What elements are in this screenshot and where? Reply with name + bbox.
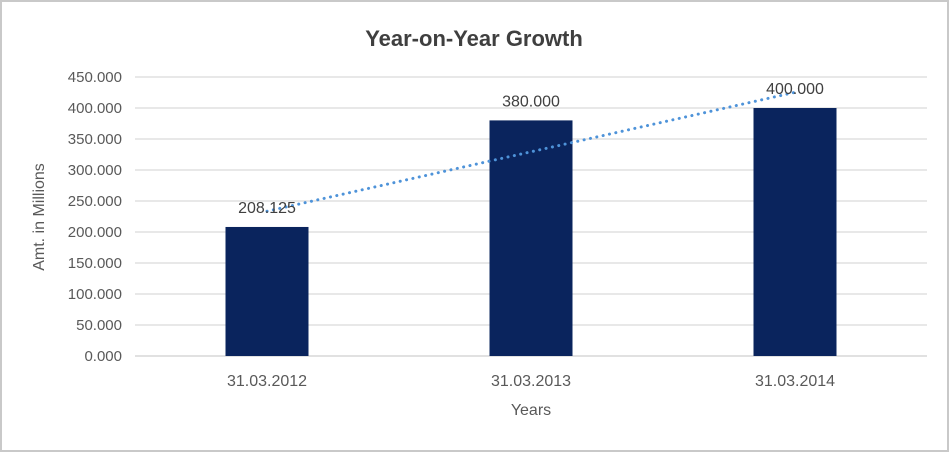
x-category-label: 31.03.2013 — [491, 373, 571, 390]
y-tick-label: 250.000 — [68, 193, 122, 210]
y-tick-label: 200.000 — [68, 224, 122, 241]
y-tick-label: 0.000 — [84, 348, 122, 365]
y-tick-label: 100.000 — [68, 286, 122, 303]
y-tick-label: 150.000 — [68, 255, 122, 272]
x-axis-category-labels: 31.03.2012 31.03.2013 31.03.2014 — [227, 373, 835, 390]
bar — [489, 120, 573, 357]
y-tick-label: 300.000 — [68, 162, 122, 179]
x-category-label: 31.03.2014 — [755, 373, 835, 390]
data-label: 400.000 — [766, 81, 824, 98]
bar-series — [225, 108, 837, 357]
chart-title: Year-on-Year Growth — [365, 26, 583, 51]
bar — [225, 226, 309, 356]
y-tick-label: 450.000 — [68, 69, 122, 86]
data-label: 380.000 — [502, 93, 560, 110]
y-tick-label: 50.000 — [76, 317, 122, 334]
y-axis-tick-labels: 0.000 50.000 100.000 150.000 200.000 250.000 3… — [68, 69, 122, 365]
y-axis-title: Amt. in Millions — [31, 163, 48, 271]
trendline — [265, 90, 797, 213]
x-axis-title: Years — [511, 402, 551, 419]
trendline-dotted — [265, 90, 797, 213]
data-labels: 208.125 380.000 400.000 — [238, 81, 824, 217]
x-category-label: 31.03.2012 — [227, 373, 307, 390]
data-label: 208.125 — [238, 200, 296, 217]
y-tick-label: 350.000 — [68, 131, 122, 148]
bar — [753, 108, 837, 356]
y-tick-label: 400.000 — [68, 100, 122, 117]
